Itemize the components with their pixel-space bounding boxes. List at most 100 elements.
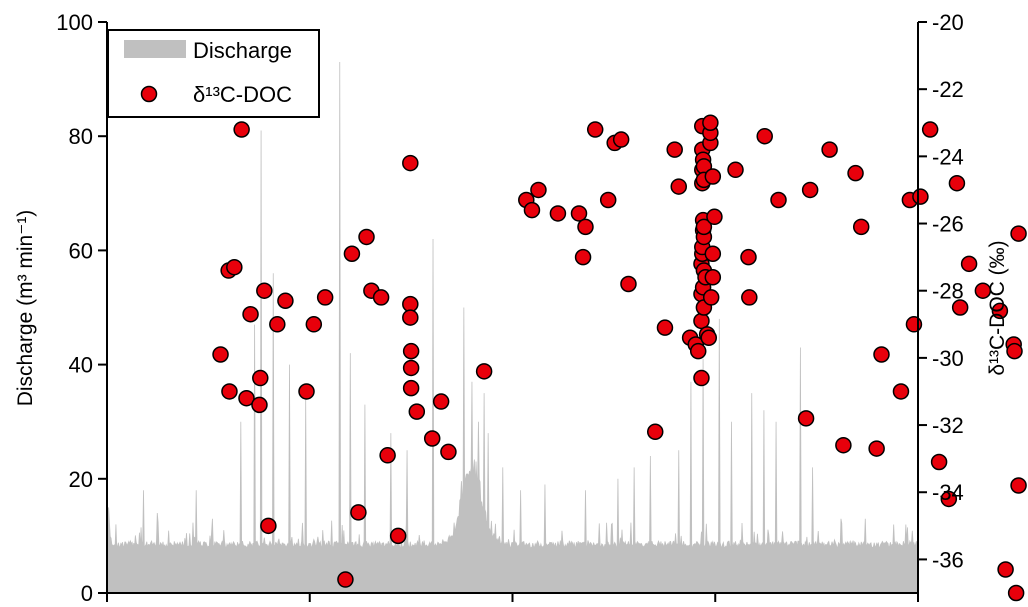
- doc-point: [756, 127, 773, 145]
- doc-point: [797, 410, 815, 427]
- doc-point: [402, 359, 420, 377]
- doc-point: [233, 121, 250, 138]
- doc-point: [727, 161, 744, 179]
- doc-point: [221, 383, 238, 400]
- doc-point: [523, 201, 541, 219]
- doc-point: [1007, 584, 1025, 602]
- doc-point: [770, 191, 787, 209]
- doc-point: [821, 141, 838, 158]
- doc-point: [704, 168, 722, 185]
- doc-point: [693, 369, 710, 387]
- doc-point: [402, 309, 419, 326]
- doc-point: [991, 302, 1009, 320]
- doc-point: [892, 383, 910, 400]
- doc-point: [212, 346, 229, 363]
- legend-swatch-discharge: [124, 40, 186, 58]
- doc-point: [1010, 477, 1027, 494]
- doc-point: [740, 248, 757, 266]
- right-axis-title: δ¹³C-DOC (‰): [986, 240, 1009, 375]
- left-axis-title: Discharge (m³ min⁻¹): [14, 210, 37, 407]
- doc-points: [212, 114, 1027, 602]
- doc-point: [940, 490, 958, 508]
- doc-point: [695, 218, 713, 236]
- doc-point: [1006, 342, 1023, 360]
- left-tick-label: 80: [69, 124, 93, 149]
- doc-point: [574, 248, 592, 266]
- right-tick-label: -28: [932, 279, 964, 304]
- doc-point: [847, 164, 864, 182]
- doc-point: [402, 154, 419, 172]
- doc-point: [408, 403, 426, 420]
- doc-point: [252, 369, 269, 387]
- discharge-area: [106, 61, 919, 594]
- doc-point: [868, 440, 885, 457]
- left-axis-ticks: 0 20 40 60 80 100: [56, 10, 107, 606]
- right-tick-label: -36: [932, 547, 964, 572]
- doc-point: [226, 258, 243, 276]
- legend: Discharge δ¹³C-DOC: [107, 29, 320, 118]
- doc-point: [646, 423, 664, 441]
- right-tick-label: -24: [932, 144, 964, 169]
- right-axis-ticks: -36 -34 -32 -30 -28 -26 -24 -22 -20: [918, 10, 964, 572]
- right-tick-label: -22: [932, 77, 964, 102]
- left-tick-label: 40: [69, 353, 93, 378]
- doc-point: [948, 174, 966, 192]
- left-tick-label: 0: [81, 581, 93, 606]
- left-tick-label: 100: [56, 10, 93, 35]
- doc-point: [379, 447, 396, 464]
- discharge-series: [106, 61, 919, 594]
- doc-point: [852, 218, 870, 236]
- doc-point: [666, 141, 683, 158]
- right-tick-label: -34: [932, 480, 964, 505]
- doc-point: [570, 205, 588, 222]
- doc-point: [432, 393, 450, 410]
- doc-point: [835, 436, 852, 454]
- doc-point: [423, 430, 441, 447]
- x-axis-ticks: [106, 593, 919, 602]
- doc-point: [921, 121, 939, 138]
- doc-point: [704, 245, 722, 263]
- doc-point: [960, 255, 978, 273]
- legend-marker-doc: [140, 85, 158, 103]
- doc-point: [298, 383, 315, 400]
- legend-label-doc: δ¹³C-DOC: [193, 82, 292, 107]
- doc-point: [951, 299, 969, 316]
- doc-point: [670, 178, 687, 195]
- doc-point: [260, 517, 277, 535]
- doc-point: [912, 188, 929, 205]
- doc-point: [269, 316, 286, 333]
- doc-point: [343, 245, 361, 263]
- doc-point: [350, 504, 367, 521]
- doc-point: [238, 389, 255, 407]
- right-tick-label: -20: [932, 10, 964, 35]
- doc-point: [305, 316, 323, 333]
- doc-point: [337, 571, 354, 588]
- doc-point: [612, 131, 630, 148]
- doc-point: [997, 561, 1014, 578]
- left-tick-label: 60: [69, 238, 93, 263]
- doc-point: [599, 191, 617, 209]
- right-tick-label: -32: [932, 413, 964, 438]
- doc-point: [549, 205, 567, 222]
- doc-point: [704, 269, 722, 286]
- doc-point: [930, 453, 948, 471]
- doc-point: [277, 292, 294, 310]
- doc-point: [702, 114, 719, 132]
- doc-point: [700, 329, 718, 346]
- doc-point: [256, 282, 273, 299]
- doc-point: [372, 289, 390, 306]
- doc-point: [475, 363, 493, 380]
- doc-point: [577, 218, 594, 236]
- left-tick-label: 20: [69, 467, 93, 492]
- doc-point: [706, 208, 723, 226]
- right-tick-label: -26: [932, 212, 964, 237]
- doc-point: [689, 342, 707, 360]
- doc-point: [530, 181, 547, 199]
- doc-point: [251, 396, 268, 414]
- doc-point: [316, 289, 334, 306]
- doc-point: [656, 319, 674, 336]
- doc-point: [389, 527, 407, 545]
- doc-point: [586, 121, 604, 138]
- right-tick-label: -30: [932, 346, 964, 371]
